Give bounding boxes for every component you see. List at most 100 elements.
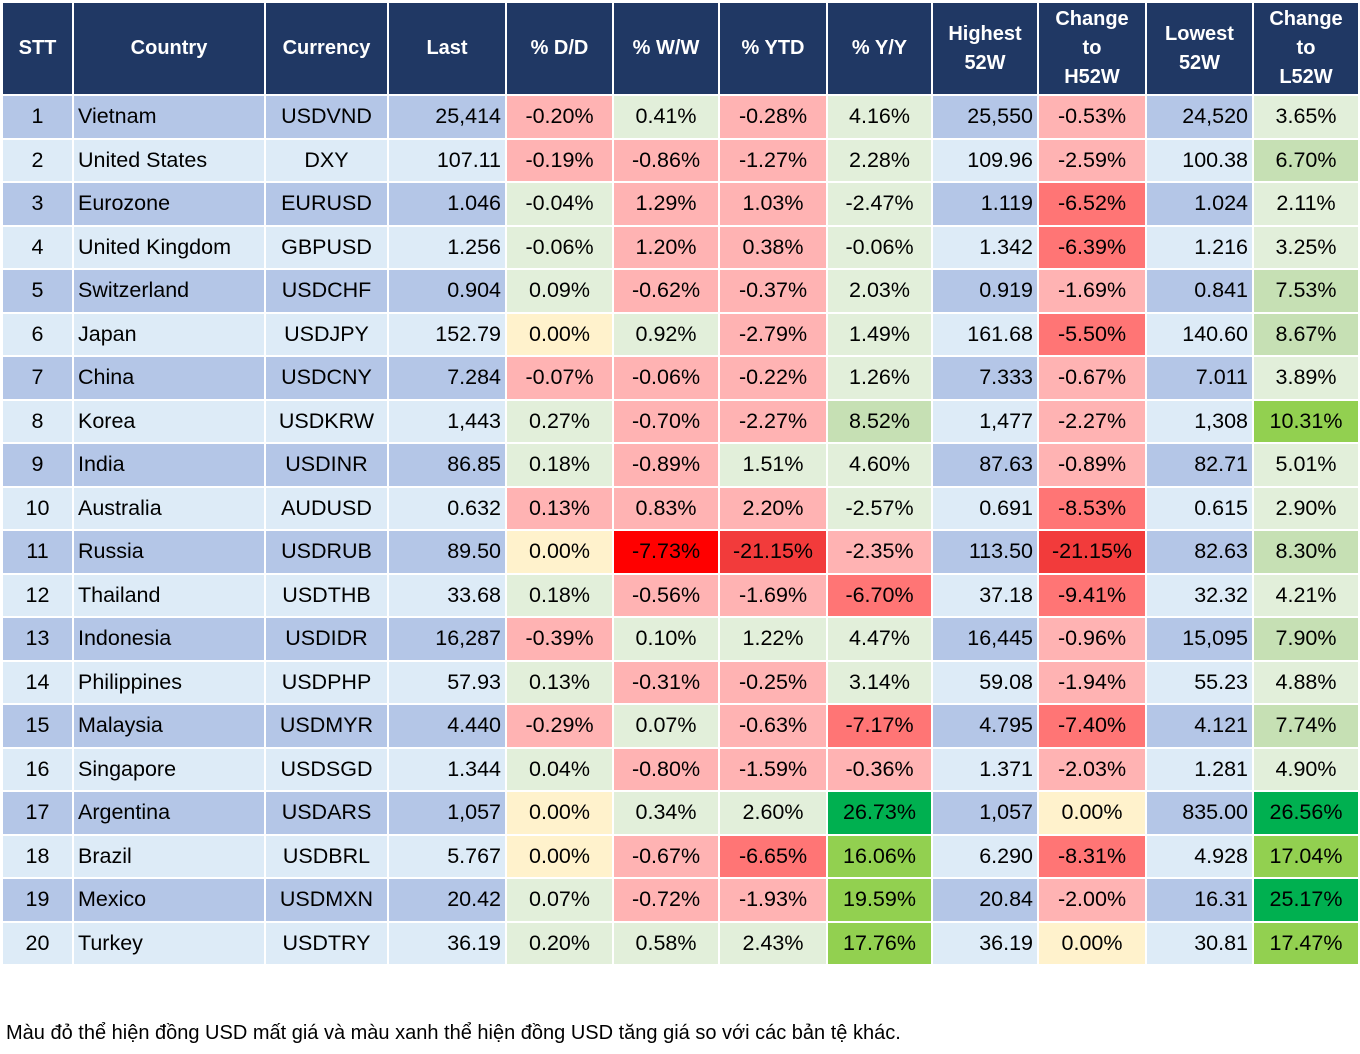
cell-country: Argentina — [72, 790, 266, 836]
table-body: 1 Vietnam USDVND 25,414 -0.20% 0.41% -0.28% 4.1… — [1, 94, 1360, 966]
cell-last: 33.68 — [387, 572, 507, 618]
column-header-country: Country — [72, 1, 266, 96]
cell-currency: DXY — [264, 137, 389, 183]
cell-chl: 3.89% — [1252, 355, 1360, 401]
cell-stt: 15 — [1, 703, 74, 749]
cell-high: 87.63 — [931, 442, 1039, 488]
cell-yy: -7.17% — [826, 703, 933, 749]
cell-stt: 12 — [1, 572, 74, 618]
column-header-stt: STT — [1, 1, 74, 96]
table-row: 16 Singapore USDSGD 1.344 0.04% -0.80% -1.59% -… — [1, 746, 1360, 792]
cell-stt: 4 — [1, 224, 74, 270]
cell-dd: 0.27% — [505, 398, 614, 444]
table-row: 2 United States DXY 107.11 -0.19% -0.86% -1.27… — [1, 137, 1360, 183]
cell-currency: USDVND — [264, 94, 389, 140]
cell-dd: 0.18% — [505, 572, 614, 618]
cell-last: 25,414 — [387, 94, 507, 140]
cell-yy: 8.52% — [826, 398, 933, 444]
cell-low: 100.38 — [1145, 137, 1254, 183]
cell-ww: 0.41% — [612, 94, 720, 140]
cell-stt: 3 — [1, 181, 74, 227]
table-header: STT Country Currency Last% D/D% W/W% YTD% Y… — [1, 1, 1360, 96]
cell-currency: USDBRL — [264, 833, 389, 879]
cell-chl: 4.88% — [1252, 659, 1360, 705]
cell-chl: 3.25% — [1252, 224, 1360, 270]
cell-currency: AUDUSD — [264, 485, 389, 531]
cell-country: Malaysia — [72, 703, 266, 749]
table-row: 11 Russia USDRUB 89.50 0.00% -7.73% -21.15% -2.… — [1, 529, 1360, 575]
cell-ytd: -1.69% — [718, 572, 828, 618]
cell-country: Russia — [72, 529, 266, 575]
cell-ytd: -21.15% — [718, 529, 828, 575]
cell-high: 0.919 — [931, 268, 1039, 314]
table-row: 18 Brazil USDBRL 5.767 0.00% -0.67% -6.65% 16.0… — [1, 833, 1360, 879]
cell-stt: 2 — [1, 137, 74, 183]
cell-country: India — [72, 442, 266, 488]
cell-high: 0.691 — [931, 485, 1039, 531]
cell-country: Australia — [72, 485, 266, 531]
cell-country: Indonesia — [72, 616, 266, 662]
cell-last: 1,443 — [387, 398, 507, 444]
column-header-high: Highest 52W — [931, 1, 1039, 96]
cell-dd: -0.39% — [505, 616, 614, 662]
table-row: 14 Philippines USDPHP 57.93 0.13% -0.31% -0.25… — [1, 659, 1360, 705]
cell-ytd: -1.27% — [718, 137, 828, 183]
table-row: 9 India USDINR 86.85 0.18% -0.89% 1.51% 4.60% 87… — [1, 442, 1360, 488]
cell-chh: -2.03% — [1037, 746, 1147, 792]
cell-dd: -0.29% — [505, 703, 614, 749]
cell-dd: -0.19% — [505, 137, 614, 183]
cell-chh: -7.40% — [1037, 703, 1147, 749]
cell-dd: -0.06% — [505, 224, 614, 270]
table-row: 1 Vietnam USDVND 25,414 -0.20% 0.41% -0.28% 4.1… — [1, 94, 1360, 140]
cell-ww: 0.83% — [612, 485, 720, 531]
cell-chh: -8.31% — [1037, 833, 1147, 879]
cell-currency: USDRUB — [264, 529, 389, 575]
cell-dd: 0.00% — [505, 790, 614, 836]
cell-currency: USDINR — [264, 442, 389, 488]
cell-country: Brazil — [72, 833, 266, 879]
cell-ww: -0.56% — [612, 572, 720, 618]
cell-ytd: -0.37% — [718, 268, 828, 314]
cell-chh: -1.69% — [1037, 268, 1147, 314]
cell-chl: 10.31% — [1252, 398, 1360, 444]
cell-ytd: 1.22% — [718, 616, 828, 662]
cell-stt: 14 — [1, 659, 74, 705]
cell-low: 15,095 — [1145, 616, 1254, 662]
cell-high: 36.19 — [931, 920, 1039, 966]
cell-low: 0.841 — [1145, 268, 1254, 314]
cell-chh: -0.96% — [1037, 616, 1147, 662]
cell-high: 1.342 — [931, 224, 1039, 270]
cell-ytd: -0.28% — [718, 94, 828, 140]
cell-chl: 3.65% — [1252, 94, 1360, 140]
cell-ww: 0.92% — [612, 311, 720, 357]
cell-country: Mexico — [72, 877, 266, 923]
cell-low: 55.23 — [1145, 659, 1254, 705]
cell-chl: 25.17% — [1252, 877, 1360, 923]
cell-stt: 6 — [1, 311, 74, 357]
cell-high: 7.333 — [931, 355, 1039, 401]
cell-yy: 2.03% — [826, 268, 933, 314]
footnote: Màu đỏ thể hiện đồng USD mất giá và màu … — [6, 1022, 901, 1044]
cell-last: 5.767 — [387, 833, 507, 879]
cell-currency: GBPUSD — [264, 224, 389, 270]
cell-high: 16,445 — [931, 616, 1039, 662]
cell-country: Switzerland — [72, 268, 266, 314]
cell-chh: -8.53% — [1037, 485, 1147, 531]
cell-stt: 13 — [1, 616, 74, 662]
cell-stt: 16 — [1, 746, 74, 792]
cell-yy: 1.49% — [826, 311, 933, 357]
cell-currency: USDKRW — [264, 398, 389, 444]
cell-chl: 17.47% — [1252, 920, 1360, 966]
cell-ww: -0.06% — [612, 355, 720, 401]
table-row: 20 Turkey USDTRY 36.19 0.20% 0.58% 2.43% 17.76%… — [1, 920, 1360, 966]
cell-chl: 4.90% — [1252, 746, 1360, 792]
cell-last: 1.344 — [387, 746, 507, 792]
cell-high: 1.371 — [931, 746, 1039, 792]
cell-ww: 0.10% — [612, 616, 720, 662]
cell-high: 109.96 — [931, 137, 1039, 183]
cell-ww: -0.80% — [612, 746, 720, 792]
cell-ww: -0.62% — [612, 268, 720, 314]
cell-yy: 17.76% — [826, 920, 933, 966]
cell-yy: -0.06% — [826, 224, 933, 270]
cell-high: 20.84 — [931, 877, 1039, 923]
